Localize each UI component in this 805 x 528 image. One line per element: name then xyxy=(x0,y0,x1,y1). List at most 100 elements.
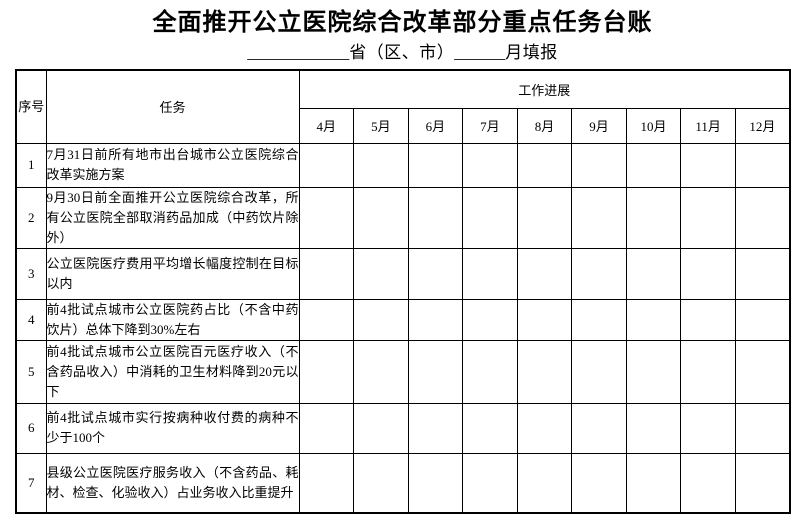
progress-cell[interactable] xyxy=(571,339,627,404)
progress-cell[interactable] xyxy=(298,339,355,404)
progress-cell[interactable] xyxy=(462,247,518,300)
progress-cell[interactable] xyxy=(462,298,518,341)
progress-cell[interactable] xyxy=(462,339,518,404)
progress-cell[interactable] xyxy=(571,298,627,341)
progress-cell[interactable] xyxy=(625,402,682,454)
progress-cell[interactable] xyxy=(407,298,464,341)
progress-cell[interactable] xyxy=(734,186,791,249)
task-text: 前4批试点城市公立医院百元医疗收入（不含药品收入）中消耗的卫生材料降到20元以下 xyxy=(45,339,300,404)
row-index: 6 xyxy=(15,402,47,454)
task-text: 9月30日前全面推开公立医院综合改革，所有公立医院全部取消药品加成（中药饮片除外… xyxy=(45,186,300,249)
page-title: 全面推开公立医院综合改革部分重点任务台账 xyxy=(152,10,653,36)
task-text: 公立医院医疗费用平均增长幅度控制在目标以内 xyxy=(45,247,300,300)
progress-cell[interactable] xyxy=(462,402,518,454)
progress-cell[interactable] xyxy=(353,298,409,341)
progress-cell[interactable] xyxy=(680,247,736,300)
task-text: 7月31日前所有地市出台城市公立医院综合改革实施方案 xyxy=(45,142,300,188)
progress-cell[interactable] xyxy=(298,247,355,300)
row-index: 4 xyxy=(15,298,47,341)
row-index: 1 xyxy=(15,142,47,188)
progress-cell[interactable] xyxy=(680,339,736,404)
progress-cell[interactable] xyxy=(571,142,627,188)
table-row: 4 前4批试点城市公立医院药占比（不含中药饮片）总体下降到30%左右 xyxy=(15,298,791,341)
progress-cell[interactable] xyxy=(407,186,464,249)
progress-cell[interactable] xyxy=(571,402,627,454)
progress-cell[interactable] xyxy=(680,142,736,188)
month-header-jul: 7月 xyxy=(462,107,518,144)
progress-cell[interactable] xyxy=(734,339,791,404)
progress-cell[interactable] xyxy=(462,452,518,514)
progress-cell[interactable] xyxy=(407,339,464,404)
column-header-progress: 工作进展 xyxy=(298,69,791,109)
province-blank-field[interactable]: ____________ xyxy=(247,43,350,62)
progress-cell[interactable] xyxy=(298,186,355,249)
progress-cell[interactable] xyxy=(625,247,682,300)
progress-cell[interactable] xyxy=(734,452,791,514)
progress-cell[interactable] xyxy=(353,452,409,514)
month-header-aug: 8月 xyxy=(516,107,573,144)
progress-cell[interactable] xyxy=(516,298,573,341)
progress-cell[interactable] xyxy=(680,452,736,514)
progress-cell[interactable] xyxy=(516,402,573,454)
month-header-nov: 11月 xyxy=(680,107,736,144)
subtitle-line: ____________省（区、市）______月填报 xyxy=(0,42,805,64)
progress-cell[interactable] xyxy=(298,142,355,188)
province-label: 省（区、市） xyxy=(349,43,455,62)
table-row: 3 公立医院医疗费用平均增长幅度控制在目标以内 xyxy=(15,247,791,300)
progress-cell[interactable] xyxy=(298,402,355,454)
progress-cell[interactable] xyxy=(407,402,464,454)
progress-cell[interactable] xyxy=(734,298,791,341)
progress-cell[interactable] xyxy=(680,402,736,454)
column-header-task: 任务 xyxy=(45,69,300,144)
month-header-may: 5月 xyxy=(353,107,409,144)
progress-cell[interactable] xyxy=(680,186,736,249)
progress-cell[interactable] xyxy=(625,186,682,249)
task-text: 县级公立医院医疗服务收入（不含药品、耗材、检查、化验收入）占业务收入比重提升 xyxy=(45,452,300,514)
month-header-oct: 10月 xyxy=(625,107,682,144)
progress-cell[interactable] xyxy=(298,298,355,341)
progress-cell[interactable] xyxy=(734,142,791,188)
row-index: 7 xyxy=(15,452,47,514)
progress-cell[interactable] xyxy=(353,142,409,188)
row-index: 2 xyxy=(15,186,47,249)
month-header-apr: 4月 xyxy=(298,107,355,144)
progress-cell[interactable] xyxy=(516,339,573,404)
table-row: 1 7月31日前所有地市出台城市公立医院综合改革实施方案 xyxy=(15,142,791,188)
progress-cell[interactable] xyxy=(625,339,682,404)
progress-cell[interactable] xyxy=(734,402,791,454)
progress-cell[interactable] xyxy=(298,452,355,514)
progress-cell[interactable] xyxy=(516,186,573,249)
progress-cell[interactable] xyxy=(407,142,464,188)
progress-cell[interactable] xyxy=(353,186,409,249)
progress-cell[interactable] xyxy=(625,142,682,188)
progress-cell[interactable] xyxy=(571,186,627,249)
progress-cell[interactable] xyxy=(625,298,682,341)
header-row-top: 序号 任务 工作进展 xyxy=(15,69,791,144)
progress-cell[interactable] xyxy=(734,247,791,300)
progress-cell[interactable] xyxy=(407,452,464,514)
progress-cell[interactable] xyxy=(625,452,682,514)
task-text: 前4批试点城市实行按病种收付费的病种不少于100个 xyxy=(45,402,300,454)
progress-cell[interactable] xyxy=(353,339,409,404)
task-ledger-table: 序号 任务 工作进展 4月 5月 6月 7月 8月 9月 10月 11月 12月… xyxy=(15,69,791,514)
row-index: 5 xyxy=(15,339,47,404)
month-header-sep: 9月 xyxy=(571,107,627,144)
month-header-dec: 12月 xyxy=(734,107,791,144)
table-row: 5 前4批试点城市公立医院百元医疗收入（不含药品收入）中消耗的卫生材料降到20元… xyxy=(15,339,791,404)
progress-cell[interactable] xyxy=(353,247,409,300)
progress-cell[interactable] xyxy=(680,298,736,341)
month-blank-field[interactable]: ______ xyxy=(454,43,506,62)
report-suffix-label: 月填报 xyxy=(505,43,558,62)
table-row: 7 县级公立医院医疗服务收入（不含药品、耗材、检查、化验收入）占业务收入比重提升 xyxy=(15,452,791,514)
progress-cell[interactable] xyxy=(407,247,464,300)
progress-cell[interactable] xyxy=(516,247,573,300)
progress-cell[interactable] xyxy=(462,186,518,249)
progress-cell[interactable] xyxy=(516,142,573,188)
progress-cell[interactable] xyxy=(353,402,409,454)
table-row: 2 9月30日前全面推开公立医院综合改革，所有公立医院全部取消药品加成（中药饮片… xyxy=(15,186,791,249)
progress-cell[interactable] xyxy=(571,247,627,300)
progress-cell[interactable] xyxy=(571,452,627,514)
progress-cell[interactable] xyxy=(462,142,518,188)
progress-cell[interactable] xyxy=(516,452,573,514)
